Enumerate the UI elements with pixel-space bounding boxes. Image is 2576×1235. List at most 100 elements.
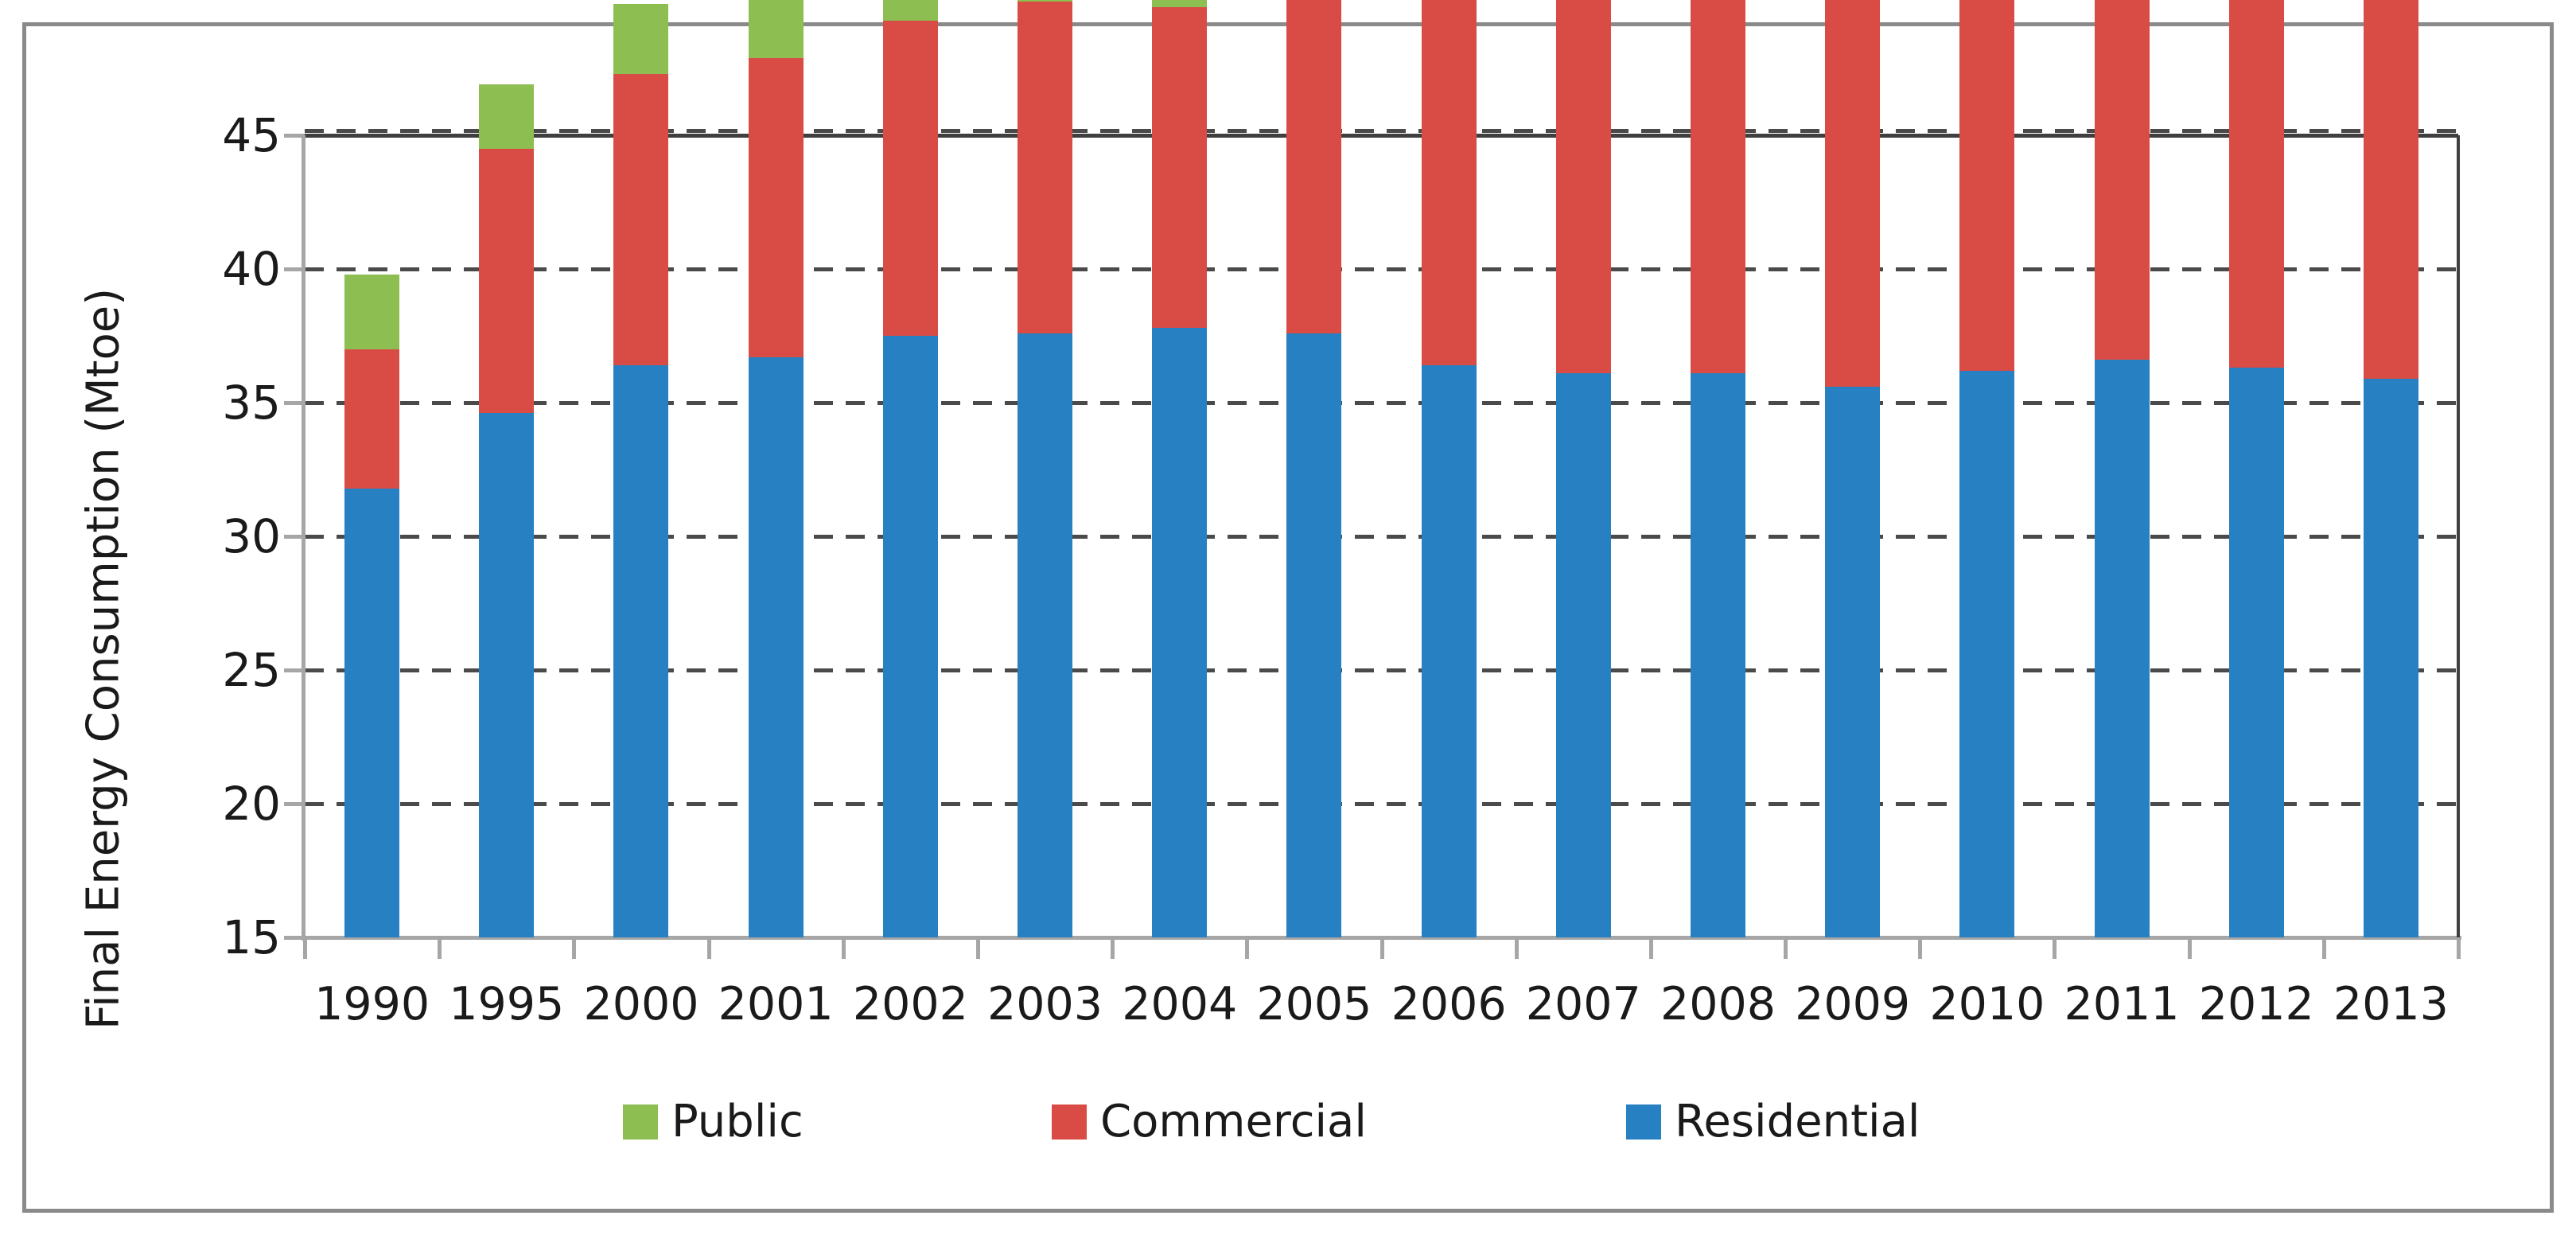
bar-2007-residential	[1555, 373, 1611, 937]
y-tick-label-30: 30	[222, 509, 281, 563]
bar-2004-public	[1152, 0, 1208, 7]
x-tick-0	[303, 937, 307, 959]
y-tick-label-40: 40	[222, 242, 281, 296]
x-tick-15	[2321, 937, 2326, 959]
x-tick-8	[1379, 937, 1384, 959]
legend-item-residential: Residential	[1626, 1100, 1920, 1144]
x-tick-6	[1111, 937, 1115, 959]
y-tick-label-45: 45	[222, 108, 281, 162]
x-tick-label-2003: 2003	[987, 978, 1103, 1030]
bar-2008-commercial	[1690, 0, 1745, 374]
bar-2010-residential	[1959, 370, 2015, 937]
x-tick-2	[572, 937, 577, 959]
x-tick-1	[438, 937, 442, 959]
x-tick-label-2011: 2011	[2064, 978, 2180, 1030]
bar-2008-residential	[1690, 373, 1745, 937]
x-tick-label-2008: 2008	[1660, 978, 1776, 1030]
x-tick-5	[975, 937, 980, 959]
bar-2001-commercial	[748, 57, 804, 357]
gridline-35	[305, 401, 2458, 405]
bar-2006-commercial	[1421, 0, 1477, 365]
bar-1990-public	[344, 274, 400, 349]
bar-2000-residential	[613, 364, 669, 937]
y-tick-label-15: 15	[222, 910, 281, 964]
bar-2009-residential	[1825, 386, 1881, 937]
y-tick-label-25: 25	[222, 643, 281, 697]
y-tick-label-35: 35	[222, 376, 281, 430]
x-tick-7	[1245, 937, 1250, 959]
y-tick-35	[284, 401, 305, 405]
bar-2011-commercial	[2094, 0, 2150, 360]
x-tick-label-2012: 2012	[2198, 978, 2314, 1030]
legend-item-commercial: Commercial	[1052, 1100, 1367, 1144]
gridline-30	[305, 535, 2458, 539]
bar-2002-commercial	[882, 20, 938, 336]
gridline-20	[305, 802, 2458, 806]
x-tick-16	[2457, 937, 2461, 959]
x-tick-3	[706, 937, 711, 959]
bar-2007-commercial	[1555, 0, 1611, 374]
x-tick-label-2001: 2001	[718, 978, 834, 1030]
bar-2001-residential	[748, 356, 804, 937]
gridline-25	[305, 668, 2458, 672]
gridline-40	[305, 267, 2458, 271]
x-tick-label-2002: 2002	[852, 978, 968, 1030]
y-tick-15	[284, 936, 305, 940]
bar-1995-residential	[479, 413, 535, 937]
legend-swatch-commercial	[1052, 1104, 1087, 1140]
plot-top-border	[305, 134, 2458, 138]
bar-2000-public	[613, 4, 669, 74]
x-tick-label-2005: 2005	[1256, 978, 1372, 1030]
x-tick-9	[1514, 937, 1519, 959]
x-tick-13	[2053, 937, 2057, 959]
bar-2004-commercial	[1152, 6, 1208, 328]
x-tick-label-2000: 2000	[583, 978, 699, 1030]
x-tick-label-1990: 1990	[314, 978, 430, 1030]
legend: Public Commercial Residential	[0, 1100, 2576, 1147]
y-tick-30	[284, 535, 305, 539]
x-tick-11	[1784, 937, 1788, 959]
bar-2003-commercial	[1018, 2, 1073, 333]
bar-2011-residential	[2094, 360, 2150, 937]
bar-2002-public	[882, 0, 938, 21]
bar-2005-commercial	[1286, 0, 1342, 333]
bar-2012-residential	[2228, 368, 2284, 937]
bar-1995-public	[479, 84, 535, 149]
y-tick-45	[284, 134, 305, 138]
bar-2001-public	[748, 0, 804, 58]
x-tick-label-2007: 2007	[1525, 978, 1641, 1030]
legend-swatch-public	[623, 1104, 658, 1140]
x-tick-14	[2187, 937, 2192, 959]
legend-item-public: Public	[623, 1100, 804, 1144]
bar-2000-commercial	[613, 73, 669, 365]
bar-2003-public	[1018, 0, 1073, 2]
y-tick-20	[284, 802, 305, 806]
x-tick-label-2004: 2004	[1122, 978, 1238, 1030]
bar-2005-residential	[1286, 333, 1342, 937]
x-tick-4	[841, 937, 846, 959]
legend-label-commercial: Commercial	[1100, 1096, 1367, 1147]
y-axis-line	[302, 135, 305, 941]
legend-label-public: Public	[671, 1096, 804, 1147]
bar-2012-commercial	[2228, 0, 2284, 368]
bar-2009-commercial	[1825, 0, 1881, 387]
y-tick-25	[284, 668, 305, 672]
plot-right-border	[2457, 135, 2460, 937]
x-tick-10	[1648, 937, 1653, 959]
x-tick-label-2009: 2009	[1795, 978, 1911, 1030]
bar-1990-residential	[344, 488, 400, 937]
x-tick-label-2013: 2013	[2333, 978, 2449, 1030]
x-tick-label-2006: 2006	[1391, 978, 1507, 1030]
bar-2004-residential	[1152, 327, 1208, 937]
legend-label-residential: Residential	[1675, 1096, 1920, 1147]
bar-2003-residential	[1018, 333, 1073, 937]
bar-2013-residential	[2363, 378, 2418, 937]
bar-2002-residential	[882, 336, 938, 937]
bar-2013-commercial	[2363, 0, 2418, 379]
x-tick-label-2010: 2010	[1929, 978, 2045, 1030]
bar-1995-commercial	[479, 148, 535, 414]
bar-1990-commercial	[344, 349, 400, 489]
y-tick-label-20: 20	[222, 777, 281, 831]
y-tick-40	[284, 267, 305, 271]
